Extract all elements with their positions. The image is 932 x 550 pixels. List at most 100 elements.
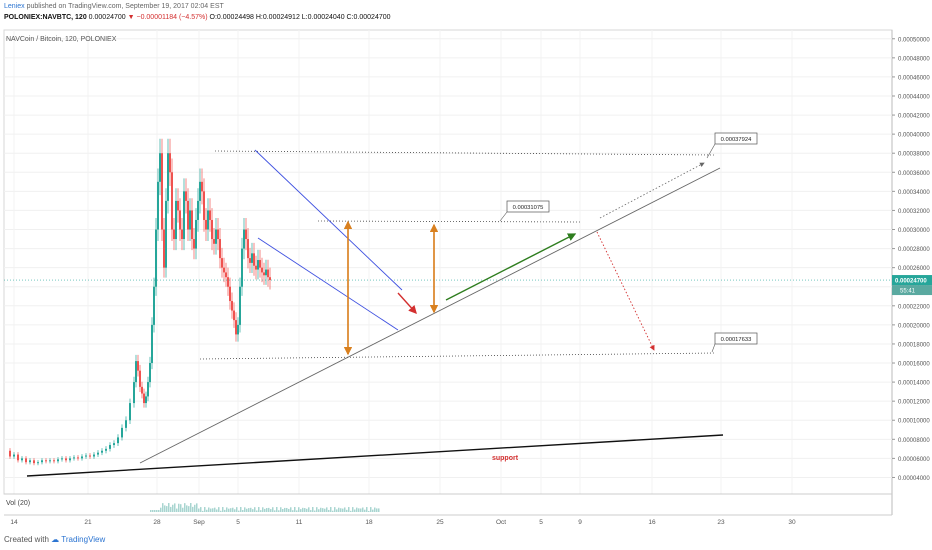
candle-body bbox=[109, 445, 111, 449]
volume-bar bbox=[278, 510, 280, 512]
volume-bar bbox=[296, 510, 298, 512]
candle-body bbox=[137, 361, 139, 371]
volume-bar bbox=[218, 507, 220, 512]
candle-body bbox=[145, 396, 147, 404]
y-tick-label: 0.00030000 bbox=[898, 228, 930, 234]
volume-bar bbox=[284, 507, 286, 512]
candle-body bbox=[25, 458, 27, 463]
ohlc-line: POLONIEX:NAVBTC, 120 0.00024700 ▼ −0.000… bbox=[4, 14, 391, 21]
x-tick-label: 14 bbox=[10, 519, 18, 526]
volume-bar bbox=[280, 507, 282, 512]
candle-body bbox=[239, 286, 241, 325]
x-tick-label: 5 bbox=[236, 519, 240, 526]
volume-bar bbox=[160, 507, 162, 512]
candle-body bbox=[167, 153, 169, 201]
candle-body bbox=[49, 460, 51, 462]
dotted-rise-arrow bbox=[599, 162, 705, 219]
volume-bar bbox=[336, 509, 338, 512]
volume-bar bbox=[182, 507, 184, 512]
candle-body bbox=[173, 229, 175, 240]
volume-bar bbox=[244, 507, 246, 512]
volume-bar bbox=[180, 504, 182, 512]
candle-body bbox=[267, 269, 269, 278]
volume-bar bbox=[360, 508, 362, 512]
volume-bar bbox=[322, 508, 324, 512]
candle-body bbox=[37, 462, 39, 464]
mid-level-label-box bbox=[506, 200, 550, 213]
candle-body bbox=[135, 361, 137, 383]
volume-bar bbox=[330, 507, 332, 512]
volume-bar bbox=[264, 508, 266, 512]
volume-bar bbox=[158, 510, 160, 512]
candle-body bbox=[151, 324, 153, 364]
volume-bar bbox=[216, 509, 218, 512]
volume-bar bbox=[156, 510, 158, 512]
volume-label: Vol (20) bbox=[6, 500, 31, 507]
time-axis: 14 21 28 Sep 5 11 18 25 Oct 5 9 16 23 30 bbox=[4, 514, 892, 526]
volume-bar bbox=[258, 507, 260, 512]
volume-bar bbox=[176, 508, 178, 512]
bottom-level-label-box bbox=[714, 332, 758, 345]
publication-line: Leniex published on TradingView.com, Sep… bbox=[4, 3, 224, 10]
candle-body bbox=[17, 454, 19, 461]
candle-body bbox=[191, 210, 193, 240]
author-link[interactable]: Leniex bbox=[4, 3, 25, 10]
channel-lower bbox=[257, 237, 399, 331]
volume-bar bbox=[268, 507, 270, 512]
candle-body bbox=[171, 172, 173, 230]
bullish-arrow bbox=[445, 233, 577, 301]
volume-bar bbox=[250, 507, 252, 512]
candle-body bbox=[195, 219, 197, 249]
volume-bar bbox=[298, 507, 300, 512]
footer: Created with ☁ TradingView bbox=[4, 535, 105, 544]
y-tick-label: 0.00048000 bbox=[898, 56, 930, 62]
support-line-dotted bbox=[199, 352, 716, 360]
y-tick-label: 0.00022000 bbox=[898, 304, 930, 310]
candle-body bbox=[33, 460, 35, 464]
y-tick-label: 0.00040000 bbox=[898, 133, 930, 139]
volume-bar bbox=[318, 509, 320, 512]
volume-bar bbox=[162, 503, 164, 512]
y-tick-label: 0.00046000 bbox=[898, 75, 930, 81]
volume-bar bbox=[312, 507, 314, 512]
y-tick-label: 0.00036000 bbox=[898, 171, 930, 177]
volume-bar bbox=[222, 507, 224, 512]
candle-body bbox=[199, 181, 201, 201]
symbol-label: POLONIEX:NAVBTC, 120 bbox=[4, 14, 87, 21]
tradingview-link[interactable]: TradingView bbox=[61, 535, 106, 544]
candle-body bbox=[261, 267, 263, 273]
candle-body bbox=[241, 248, 243, 287]
volume-bar bbox=[290, 507, 292, 512]
countdown-tag-label: 55:41 bbox=[900, 289, 916, 295]
candle-body bbox=[207, 210, 209, 230]
volume-bar bbox=[186, 505, 188, 512]
bottom-level-label: 0.00017633 bbox=[721, 337, 752, 343]
candle-body bbox=[139, 370, 141, 387]
candle-body bbox=[57, 459, 59, 462]
volume-bar bbox=[194, 504, 196, 512]
y-tick-label: 0.00032000 bbox=[898, 209, 930, 215]
top-level-leader bbox=[706, 143, 716, 159]
candle-body bbox=[165, 200, 167, 268]
volume-bar bbox=[200, 507, 202, 512]
volume-bar bbox=[286, 507, 288, 512]
volume-bar bbox=[302, 507, 304, 512]
candle-body bbox=[209, 210, 211, 220]
volume-bar bbox=[166, 506, 168, 512]
volume-bar bbox=[224, 509, 226, 512]
candle-body bbox=[249, 258, 251, 263]
ohlc-values: O:0.00024498 H:0.00024912 L:0.00024040 C… bbox=[209, 14, 391, 21]
candles bbox=[9, 138, 271, 466]
candle-body bbox=[89, 455, 91, 457]
candle-body bbox=[141, 386, 143, 394]
volume-bar bbox=[184, 503, 186, 512]
volume-bar bbox=[358, 508, 360, 512]
support-label: support bbox=[492, 455, 519, 462]
candle-body bbox=[205, 219, 207, 230]
x-tick-label: 18 bbox=[365, 519, 373, 526]
x-tick-label: Oct bbox=[496, 519, 506, 526]
tradingview-logo-icon: ☁ bbox=[51, 535, 60, 544]
volume-bar bbox=[366, 507, 368, 512]
candle-body bbox=[211, 219, 213, 240]
